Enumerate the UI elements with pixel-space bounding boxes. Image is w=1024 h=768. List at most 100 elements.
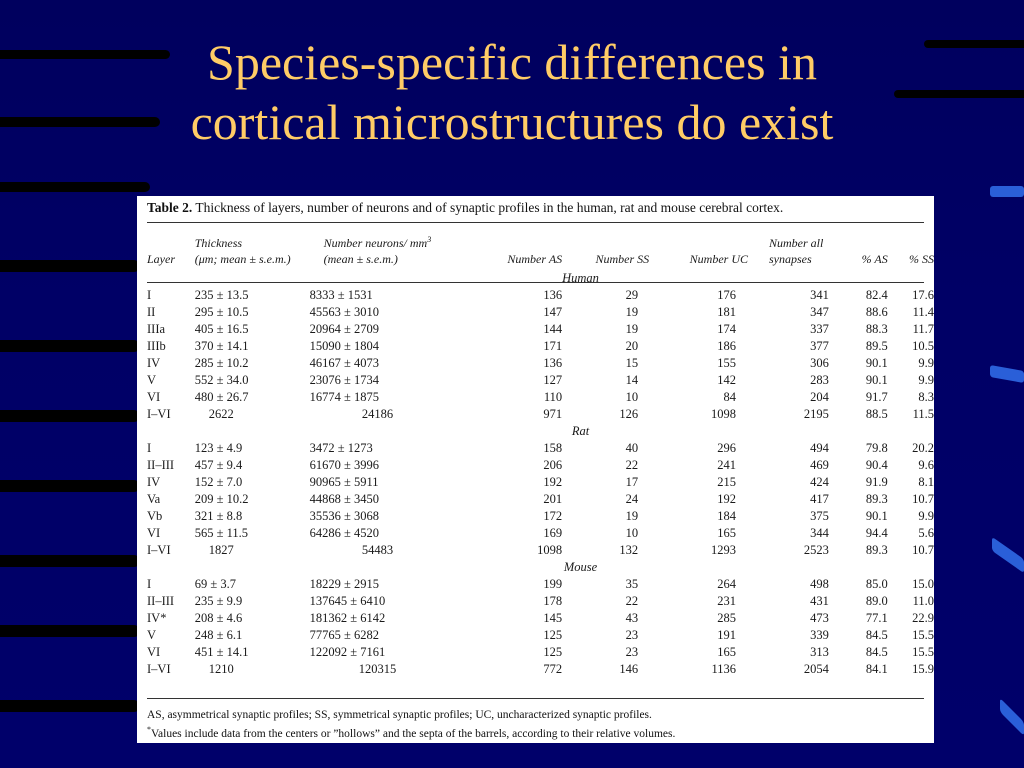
table-cell: 165 [717, 526, 737, 540]
table-cell: 235 ± 9.9 [194, 594, 243, 608]
table-cell: 178 [543, 594, 563, 608]
header-as: Number AS [507, 252, 563, 266]
group-row: Human [147, 269, 934, 286]
table-cell: 337 [810, 322, 829, 336]
table-cell: 417 [810, 492, 829, 506]
table-cell: 15 [625, 356, 639, 370]
table-cell: 46167 ± 4073 [309, 356, 380, 370]
table-cell: 15.5 [912, 628, 934, 642]
table-cell: 11.0 [912, 594, 934, 608]
table-cell: 144 [543, 322, 563, 336]
table-cell: 24 [625, 492, 639, 506]
table-row: IV 152 ± 7.0 90965 ± 5911 192 17 215 424 91.9 8.… [147, 473, 934, 490]
table-row: VI 480 ± 26.7 16774 ± 1875 110 10 84 204 91.7 8.… [147, 388, 934, 405]
table-cell: 125 [543, 645, 563, 659]
table-cell: 1210 [208, 662, 234, 676]
table-cell: 22.9 [912, 611, 934, 625]
table-cell: 2622 [208, 407, 234, 421]
table-cell: I–VI [147, 662, 171, 676]
header-thickness: Thickness (μm; mean ± s.e.m.) [195, 232, 310, 269]
bg-stripe [0, 50, 170, 59]
table-cell: 1098 [537, 543, 563, 557]
table-cell: 283 [810, 373, 829, 387]
group-label: Rat [571, 424, 590, 438]
bg-accent-bar [990, 186, 1024, 197]
header-pct-ss: % SS [909, 252, 934, 266]
table-row: Vb 321 ± 8.8 35536 ± 3068 172 19 184 375 90.1 9.… [147, 507, 934, 524]
table-cell: VI [147, 526, 161, 540]
table-row: V 248 ± 6.1 77765 ± 6282 125 23 191 339 84.5 15.… [147, 626, 934, 643]
table-cell: 20.2 [912, 441, 934, 455]
table-cell: 248 ± 6.1 [194, 628, 243, 642]
bg-stripe [0, 117, 160, 127]
table-top-rule [147, 222, 924, 223]
table-cell: 23076 ± 1734 [309, 373, 380, 387]
bg-stripe [924, 40, 1024, 48]
table-cell: 20964 ± 2709 [309, 322, 380, 336]
slide-title: Species-specific differences in cortical… [0, 32, 1024, 152]
table-footnote-2: *Values include data from the centers or… [147, 725, 675, 740]
table-cell: 1293 [711, 543, 737, 557]
bg-stripe [0, 182, 150, 192]
table-cell: 295 ± 10.5 [194, 305, 249, 319]
table-cell: 457 ± 9.4 [194, 458, 243, 472]
table-cell: 10.7 [912, 543, 934, 557]
table-cell: I [147, 441, 152, 455]
table-cell: 90.4 [865, 458, 888, 472]
table-cell: 201 [543, 492, 563, 506]
table-cell: 565 ± 11.5 [194, 526, 249, 540]
table-header-row: Layer Thickness (μm; mean ± s.e.m.) Numbe… [147, 232, 934, 269]
table-row: I 235 ± 13.5 8333 ± 1531 136 29 176 341 82.4 17.… [147, 286, 934, 303]
header-neurons-line1: Number neurons/ mm [323, 236, 428, 250]
table-caption-label: Table 2. [147, 200, 193, 215]
table-cell: 165 [717, 645, 737, 659]
table-cell: 10 [625, 526, 639, 540]
table-body: Human I 235 ± 13.5 8333 ± 1531 136 29 176 341 82… [147, 269, 934, 677]
table-cell: 192 [717, 492, 737, 506]
table-cell: 321 ± 8.8 [194, 509, 243, 523]
table-cell: 469 [810, 458, 829, 472]
table-cell: 89.0 [865, 594, 888, 608]
table-cell: 90965 ± 5911 [309, 475, 379, 489]
table-cell: 494 [810, 441, 829, 455]
table-cell: 9.9 [918, 356, 934, 370]
table-cell: 16774 ± 1875 [309, 390, 380, 404]
header-uc: Number UC [689, 252, 749, 266]
table-cell: 8333 ± 1531 [309, 288, 373, 302]
table-cell: 209 ± 10.2 [194, 492, 249, 506]
table-row: IV* 208 ± 4.6 181362 ± 6142 145 43 285 473 77.1… [147, 609, 934, 626]
slide-title-line1: Species-specific differences in [207, 34, 817, 90]
table-image: Table 2. Thickness of layers, number of … [137, 196, 934, 743]
table-cell: 69 ± 3.7 [194, 577, 236, 591]
table-cell: 184 [717, 509, 737, 523]
table-cell: 377 [810, 339, 829, 353]
header-thickness-line2: (μm; mean ± s.e.m.) [194, 252, 291, 266]
table-row: II–III 235 ± 9.9 137645 ± 6410 178 22 231 431 8… [147, 592, 934, 609]
bg-stripe [0, 700, 140, 712]
header-all: Number all synapses [751, 232, 837, 269]
table-caption: Table 2. Thickness of layers, number of … [147, 200, 783, 216]
table-cell: 136 [543, 288, 563, 302]
bg-accent-bar [1000, 698, 1024, 736]
table-cell: 29 [625, 288, 639, 302]
table-cell: 10 [625, 390, 639, 404]
table-cell: 123 ± 4.9 [194, 441, 243, 455]
table-cell: 186 [717, 339, 737, 353]
table-cell: 206 [543, 458, 563, 472]
table-cell: 11.7 [912, 322, 934, 336]
table-cell: VI [147, 645, 161, 659]
table-cell: 82.4 [865, 288, 888, 302]
table-cell: Vb [147, 509, 163, 523]
table-cell: 1827 [208, 543, 234, 557]
footnote-mark: * [147, 725, 151, 734]
table-cell: 20 [625, 339, 639, 353]
table-cell: 136 [543, 356, 563, 370]
table-cell: 174 [717, 322, 737, 336]
table-cell: 147 [543, 305, 563, 319]
table-cell: 145 [543, 611, 563, 625]
table-cell: 132 [619, 543, 639, 557]
footnote-2-text: Values include data from the centers or … [151, 727, 676, 740]
table-cell: I–VI [147, 543, 171, 557]
table-cell: 235 ± 13.5 [194, 288, 249, 302]
table-cell: 54483 [361, 543, 394, 557]
